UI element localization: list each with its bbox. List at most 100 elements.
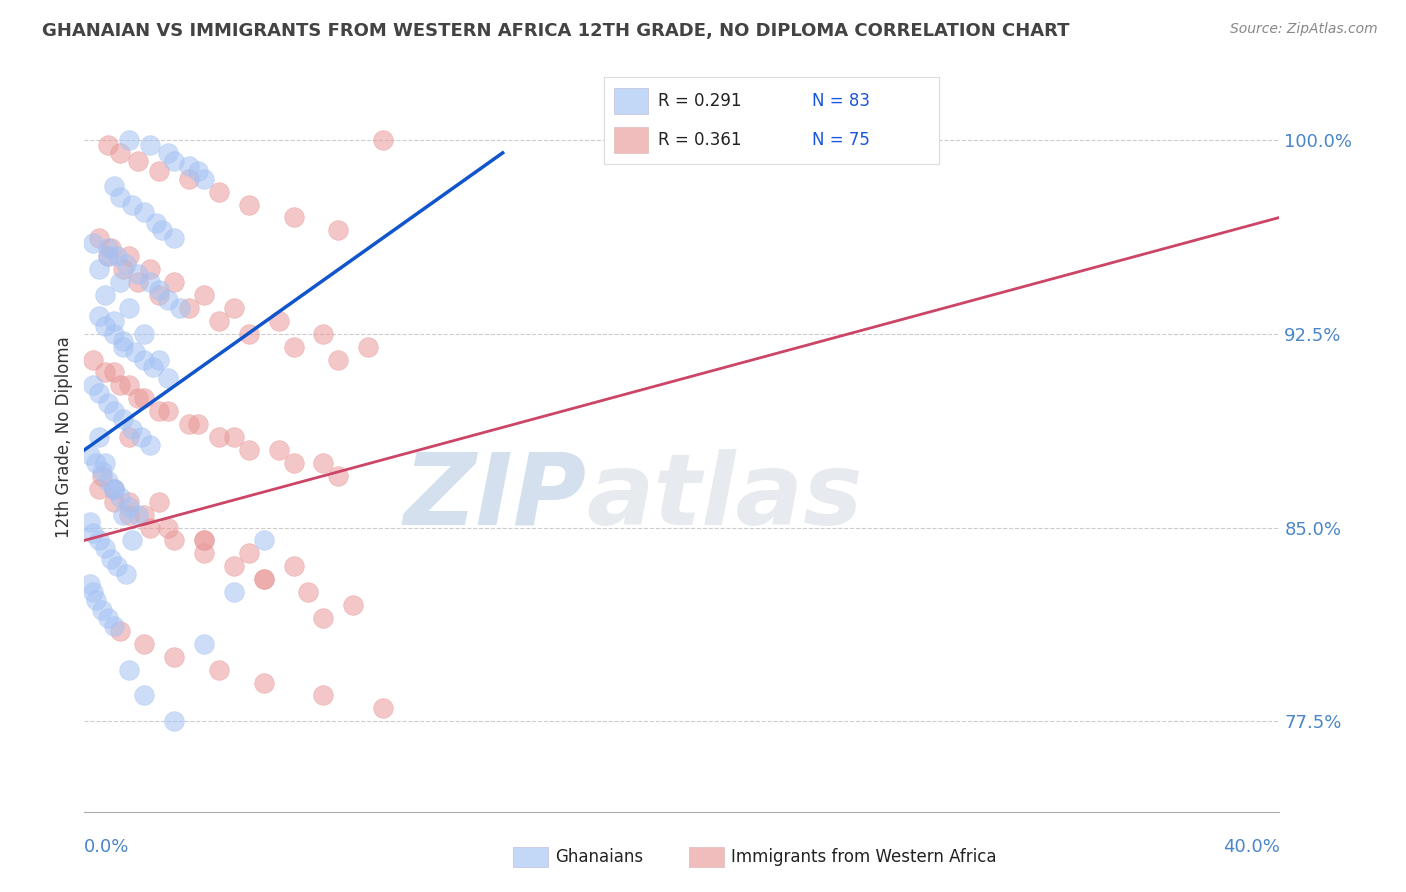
Point bbox=[115, 257, 138, 271]
Point bbox=[94, 456, 117, 470]
Point bbox=[253, 572, 276, 586]
Point bbox=[187, 417, 209, 432]
Point bbox=[148, 494, 170, 508]
Point bbox=[118, 663, 141, 677]
Point bbox=[312, 611, 335, 625]
Point bbox=[105, 559, 128, 574]
Point bbox=[97, 474, 120, 488]
Point bbox=[110, 145, 132, 160]
Point bbox=[86, 592, 108, 607]
Point bbox=[89, 430, 111, 444]
Point bbox=[238, 197, 260, 211]
Point bbox=[208, 430, 231, 444]
Point bbox=[103, 482, 125, 496]
Point bbox=[110, 490, 132, 504]
Point bbox=[193, 533, 215, 548]
Point bbox=[373, 701, 395, 715]
Point bbox=[103, 366, 125, 380]
Point bbox=[118, 249, 141, 263]
Point bbox=[110, 624, 132, 638]
Point bbox=[100, 242, 122, 256]
Point bbox=[79, 448, 101, 462]
Point bbox=[150, 223, 173, 237]
Point bbox=[163, 714, 186, 729]
Point bbox=[97, 611, 120, 625]
Point bbox=[157, 520, 180, 534]
Point bbox=[132, 508, 156, 522]
Point bbox=[357, 340, 380, 354]
Point bbox=[110, 275, 132, 289]
Point bbox=[139, 275, 162, 289]
Point bbox=[89, 386, 111, 401]
Point bbox=[193, 288, 215, 302]
Point bbox=[157, 293, 180, 307]
Point bbox=[118, 133, 141, 147]
Point bbox=[208, 185, 231, 199]
Point bbox=[253, 572, 276, 586]
Point bbox=[79, 577, 101, 591]
Point bbox=[94, 366, 117, 380]
Point bbox=[297, 585, 319, 599]
Text: ZIP: ZIP bbox=[404, 449, 586, 546]
Point bbox=[222, 585, 245, 599]
Point bbox=[142, 360, 165, 375]
Point bbox=[163, 533, 186, 548]
Point bbox=[97, 249, 120, 263]
Point bbox=[118, 508, 141, 522]
Point bbox=[283, 456, 305, 470]
Point bbox=[110, 378, 132, 392]
Point bbox=[100, 551, 122, 566]
Point bbox=[91, 468, 114, 483]
Point bbox=[91, 464, 114, 478]
Y-axis label: 12th Grade, No Diploma: 12th Grade, No Diploma bbox=[55, 336, 73, 538]
Point bbox=[132, 392, 156, 406]
Point bbox=[79, 516, 101, 530]
Point bbox=[148, 404, 170, 418]
Point bbox=[283, 559, 305, 574]
Point bbox=[103, 404, 125, 418]
Point bbox=[82, 236, 104, 251]
Point bbox=[112, 508, 135, 522]
Point bbox=[148, 352, 170, 367]
Text: 40.0%: 40.0% bbox=[1223, 838, 1279, 856]
Point bbox=[148, 288, 170, 302]
Point bbox=[91, 603, 114, 617]
Point bbox=[193, 637, 215, 651]
Point bbox=[127, 275, 149, 289]
Point bbox=[132, 637, 156, 651]
Point bbox=[127, 508, 149, 522]
Point bbox=[253, 533, 276, 548]
Point bbox=[94, 541, 117, 556]
Point bbox=[177, 171, 200, 186]
Point bbox=[124, 344, 146, 359]
Point bbox=[157, 145, 180, 160]
Point bbox=[283, 211, 305, 225]
Point bbox=[148, 164, 170, 178]
Point bbox=[105, 249, 128, 263]
Text: 0.0%: 0.0% bbox=[84, 838, 129, 856]
Point bbox=[97, 396, 120, 410]
Point bbox=[177, 159, 200, 173]
Point bbox=[238, 546, 260, 560]
Point bbox=[139, 520, 162, 534]
Point bbox=[103, 494, 125, 508]
Point bbox=[103, 618, 125, 632]
Point bbox=[169, 301, 191, 315]
Point bbox=[163, 231, 186, 245]
Point bbox=[208, 314, 231, 328]
Point bbox=[193, 546, 215, 560]
Point bbox=[127, 153, 149, 168]
Point bbox=[222, 559, 245, 574]
Point bbox=[118, 378, 141, 392]
Point bbox=[86, 456, 108, 470]
Point bbox=[89, 533, 111, 548]
Point bbox=[139, 138, 162, 153]
Point bbox=[342, 598, 364, 612]
Point bbox=[267, 314, 290, 328]
Point bbox=[118, 430, 141, 444]
Point bbox=[115, 567, 138, 582]
Point bbox=[328, 223, 350, 237]
Point bbox=[94, 288, 117, 302]
Point bbox=[132, 326, 156, 341]
Point bbox=[139, 438, 162, 452]
